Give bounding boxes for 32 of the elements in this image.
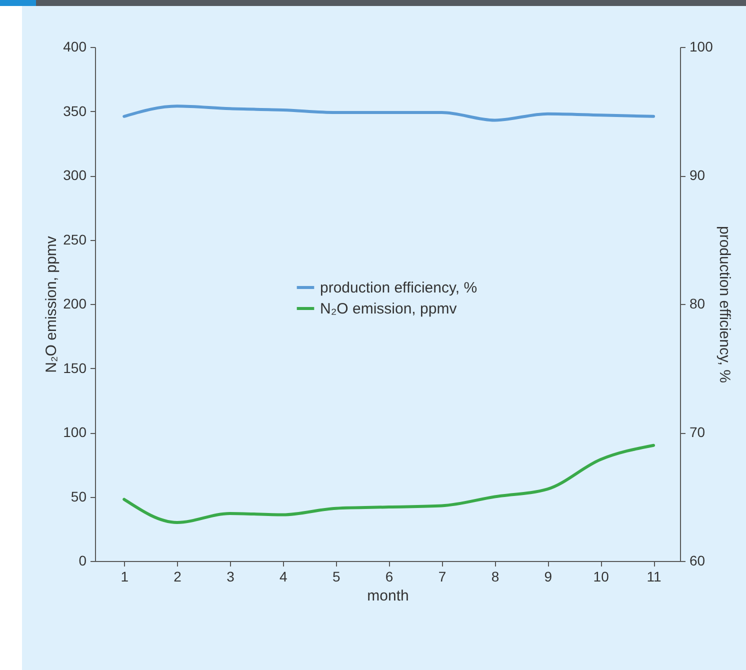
x-tick-label: 5 bbox=[332, 568, 340, 584]
y-tick-label: 300 bbox=[63, 167, 87, 183]
y-tick-label: 350 bbox=[63, 102, 87, 119]
y2-axis-title: production efficiency, % bbox=[716, 226, 733, 384]
y2-tick-label: 60 bbox=[690, 552, 706, 568]
y-tick-label: 150 bbox=[63, 360, 87, 376]
y-tick-label: 0 bbox=[78, 552, 87, 568]
x-tick-label: 4 bbox=[280, 568, 288, 584]
x-tick-label: 2 bbox=[174, 568, 182, 584]
line-series bbox=[122, 104, 656, 122]
legend-label: N₂O emission, ppmv bbox=[320, 300, 458, 318]
y2-tick-label: 100 bbox=[690, 38, 714, 54]
y2-tick-label: 90 bbox=[690, 167, 706, 183]
y-tick-label: 50 bbox=[70, 488, 87, 504]
line-series bbox=[122, 444, 656, 524]
x-axis-title: month bbox=[367, 588, 409, 604]
y-tick-label: 200 bbox=[63, 296, 87, 312]
y2-tick-label: 80 bbox=[690, 296, 706, 312]
x-tick-label: 6 bbox=[385, 568, 394, 584]
x-tick-label: 11 bbox=[646, 568, 662, 584]
y-axis-title: N₂O emission, ppmv bbox=[43, 236, 60, 373]
legend-label: production efficiency, % bbox=[320, 280, 478, 296]
y-tick-label: 400 bbox=[63, 38, 87, 54]
x-tick-label: 8 bbox=[491, 568, 500, 584]
x-tick-label: 3 bbox=[226, 568, 235, 584]
y-tick-label: 100 bbox=[63, 424, 87, 440]
x-tick-label: 1 bbox=[120, 568, 129, 584]
y-tick-label: 250 bbox=[63, 231, 87, 248]
x-tick-label: 7 bbox=[438, 568, 446, 584]
x-tick-label: 10 bbox=[593, 568, 610, 584]
x-tick-label: 9 bbox=[544, 568, 552, 584]
y2-tick-label: 70 bbox=[690, 424, 706, 440]
